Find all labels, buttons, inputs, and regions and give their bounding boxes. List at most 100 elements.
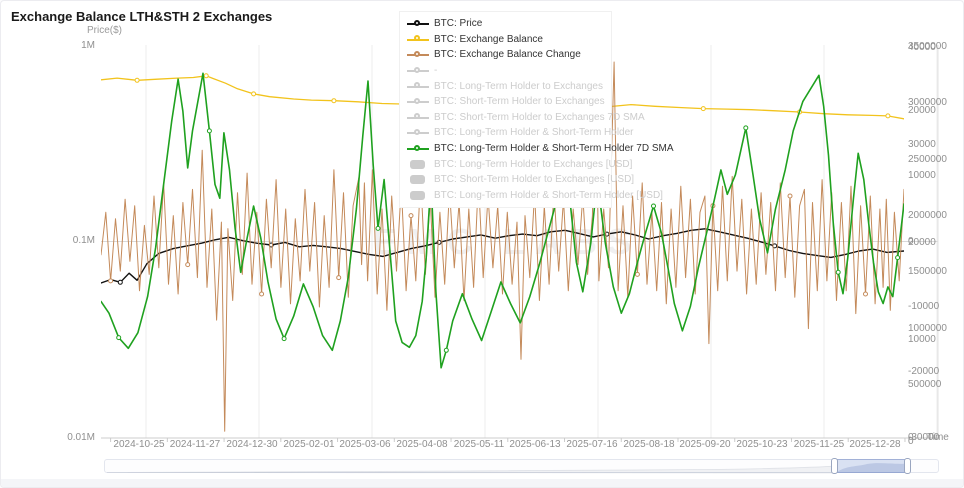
time-tick-label: 2025-05-11	[453, 439, 505, 450]
legend-bar-icon	[407, 175, 429, 185]
legend-item-label: BTC: Short-Term Holder to Exchanges	[434, 96, 605, 108]
series-point-marker	[408, 213, 414, 219]
legend-item-label: BTC: Exchange Balance Change	[434, 49, 581, 61]
series-point-marker	[443, 347, 449, 353]
page-title: Exchange Balance LTH&STH 2 Exchanges	[11, 9, 273, 24]
legend-item-label: BTC: Short-Term Holder to Exchanges [USD…	[434, 174, 635, 186]
time-tick-label: 2025-04-08	[396, 439, 448, 450]
series-point-marker	[700, 106, 706, 112]
axis-tick-label: 0	[908, 436, 914, 447]
legend-item[interactable]: BTC: Price	[407, 16, 605, 32]
series-point-marker	[185, 262, 191, 268]
axis-tick-label: -20000	[908, 366, 940, 377]
series-point-marker	[259, 291, 265, 297]
series-point-marker	[108, 278, 114, 284]
axis-tick-label: 1500000	[908, 266, 947, 277]
axis-tick-label: 2500000	[908, 154, 947, 165]
series-point-marker	[116, 335, 122, 341]
datazoom-left-handle[interactable]	[830, 458, 838, 474]
axis-tick-label: -30000	[908, 432, 940, 443]
legend-item-label: BTC: Price	[434, 18, 483, 30]
axis-tick-label: 20000	[908, 105, 936, 116]
series-point-marker	[117, 279, 123, 285]
axis-tick-label: 0.01M	[67, 432, 95, 443]
legend: BTC: Price BTC: Exchange Balance BTC: Exch…	[399, 11, 674, 209]
legend-line-circle-icon	[407, 112, 429, 122]
series-point-marker	[134, 77, 140, 83]
series-point-marker	[203, 73, 209, 79]
time-tick-label: 2025-11-25	[793, 439, 845, 450]
series-point-marker	[281, 336, 287, 342]
axis-tick-label: 20000	[908, 237, 936, 248]
legend-item-label: BTC: Long-Term Holder & Short-Term Holde…	[434, 127, 634, 139]
axis-tick-label: 1M	[81, 40, 95, 51]
legend-line-circle-icon	[407, 66, 429, 76]
legend-item-label: BTC: Short-Term Holder to Exchanges 7D S…	[434, 111, 645, 123]
legend-item[interactable]: BTC: Long-Term Holder & Short-Term Holde…	[407, 188, 663, 204]
legend-item[interactable]: BTC: Long-Term Holder to Exchanges	[407, 78, 605, 94]
time-tick-label: 2025-02-01	[283, 439, 335, 450]
series-point-marker	[251, 91, 257, 97]
series-point-marker	[895, 255, 901, 261]
legend-item-label: BTC: Long-Term Holder to Exchanges	[434, 80, 603, 92]
series-point-marker	[331, 98, 337, 104]
axis-tick-label: 0	[908, 236, 914, 247]
axis-tick-label: 10000	[908, 170, 936, 181]
legend-bar-icon	[407, 159, 429, 169]
series-point-marker	[336, 275, 342, 281]
axis-tick-label: -10000	[908, 301, 940, 312]
series-point-marker	[206, 128, 212, 134]
axis-tick-label: 3000000	[908, 97, 947, 108]
series-point-marker	[634, 271, 640, 277]
series-point-marker	[743, 125, 749, 131]
series-point-marker	[835, 269, 841, 275]
axis-tick-label: 3500000	[908, 41, 947, 52]
legend-line-circle-icon	[407, 144, 429, 154]
legend-line-circle-icon	[407, 50, 429, 60]
axis-tick-label: 500000	[908, 379, 942, 390]
legend-line-circle-icon	[407, 97, 429, 107]
time-tick-label: 2024-12-30	[226, 439, 278, 450]
datazoom-selected-window[interactable]	[834, 459, 907, 473]
series-point-marker	[375, 225, 381, 231]
legend-item[interactable]: BTC: Short-Term Holder to Exchanges [USD…	[407, 172, 634, 188]
legend-item-label: BTC: Long-Term Holder & Short-Term Holde…	[434, 189, 663, 201]
time-tick-label: 2025-06-13	[509, 439, 561, 450]
time-tick-label: 2024-11-27	[169, 439, 221, 450]
datazoom-right-handle[interactable]	[903, 458, 911, 474]
series-line	[101, 61, 904, 432]
axis-tick-label: 40000	[908, 42, 936, 53]
legend-bar-icon	[407, 190, 429, 200]
series-point-marker	[651, 203, 656, 209]
legend-item[interactable]: BTC: Exchange Balance	[407, 32, 605, 48]
legend-line-circle-icon	[407, 34, 429, 44]
time-tick-label: 2025-03-06	[339, 439, 391, 450]
page-bottom-strip	[1, 479, 963, 487]
datazoom-preview	[106, 463, 908, 474]
legend-item-label: BTC: Long-Term Holder to Exchanges [USD]	[434, 158, 633, 170]
time-tick-label: 2025-12-28	[849, 439, 901, 450]
time-tick-label: 2025-08-18	[623, 439, 675, 450]
legend-item[interactable]: BTC: Long-Term Holder & Short-Term Holde…	[407, 125, 634, 141]
legend-line-circle-icon	[407, 19, 429, 29]
legend-item[interactable]: BTC: Exchange Balance Change	[407, 47, 605, 63]
series-point-marker	[885, 113, 891, 119]
time-tick-label: 2024-10-25	[113, 439, 165, 450]
legend-item-label: -	[434, 65, 438, 77]
legend-item[interactable]: BTC: Short-Term Holder to Exchanges	[407, 94, 605, 110]
time-tick-label: 2025-10-23	[736, 439, 788, 450]
axis-tick-label: 30000	[908, 139, 936, 150]
legend-line-circle-icon	[407, 128, 429, 138]
legend-item[interactable]: -	[407, 63, 605, 79]
legend-item[interactable]: BTC: Long-Term Holder & Short-Term Holde…	[407, 141, 674, 157]
price-axis-title: Price($)	[87, 25, 123, 36]
axis-tick-label: 10000	[908, 334, 936, 345]
series-line	[101, 72, 904, 369]
legend-item[interactable]: BTC: Short-Term Holder to Exchanges 7D S…	[407, 110, 645, 126]
axis-tick-label: 0	[908, 432, 914, 443]
time-axis-title: Time	[927, 432, 949, 443]
legend-item[interactable]: BTC: Long-Term Holder to Exchanges [USD]	[407, 156, 632, 172]
datazoom-slider-track[interactable]	[104, 459, 939, 474]
legend-item-label: BTC: Long-Term Holder & Short-Term Holde…	[434, 143, 674, 155]
